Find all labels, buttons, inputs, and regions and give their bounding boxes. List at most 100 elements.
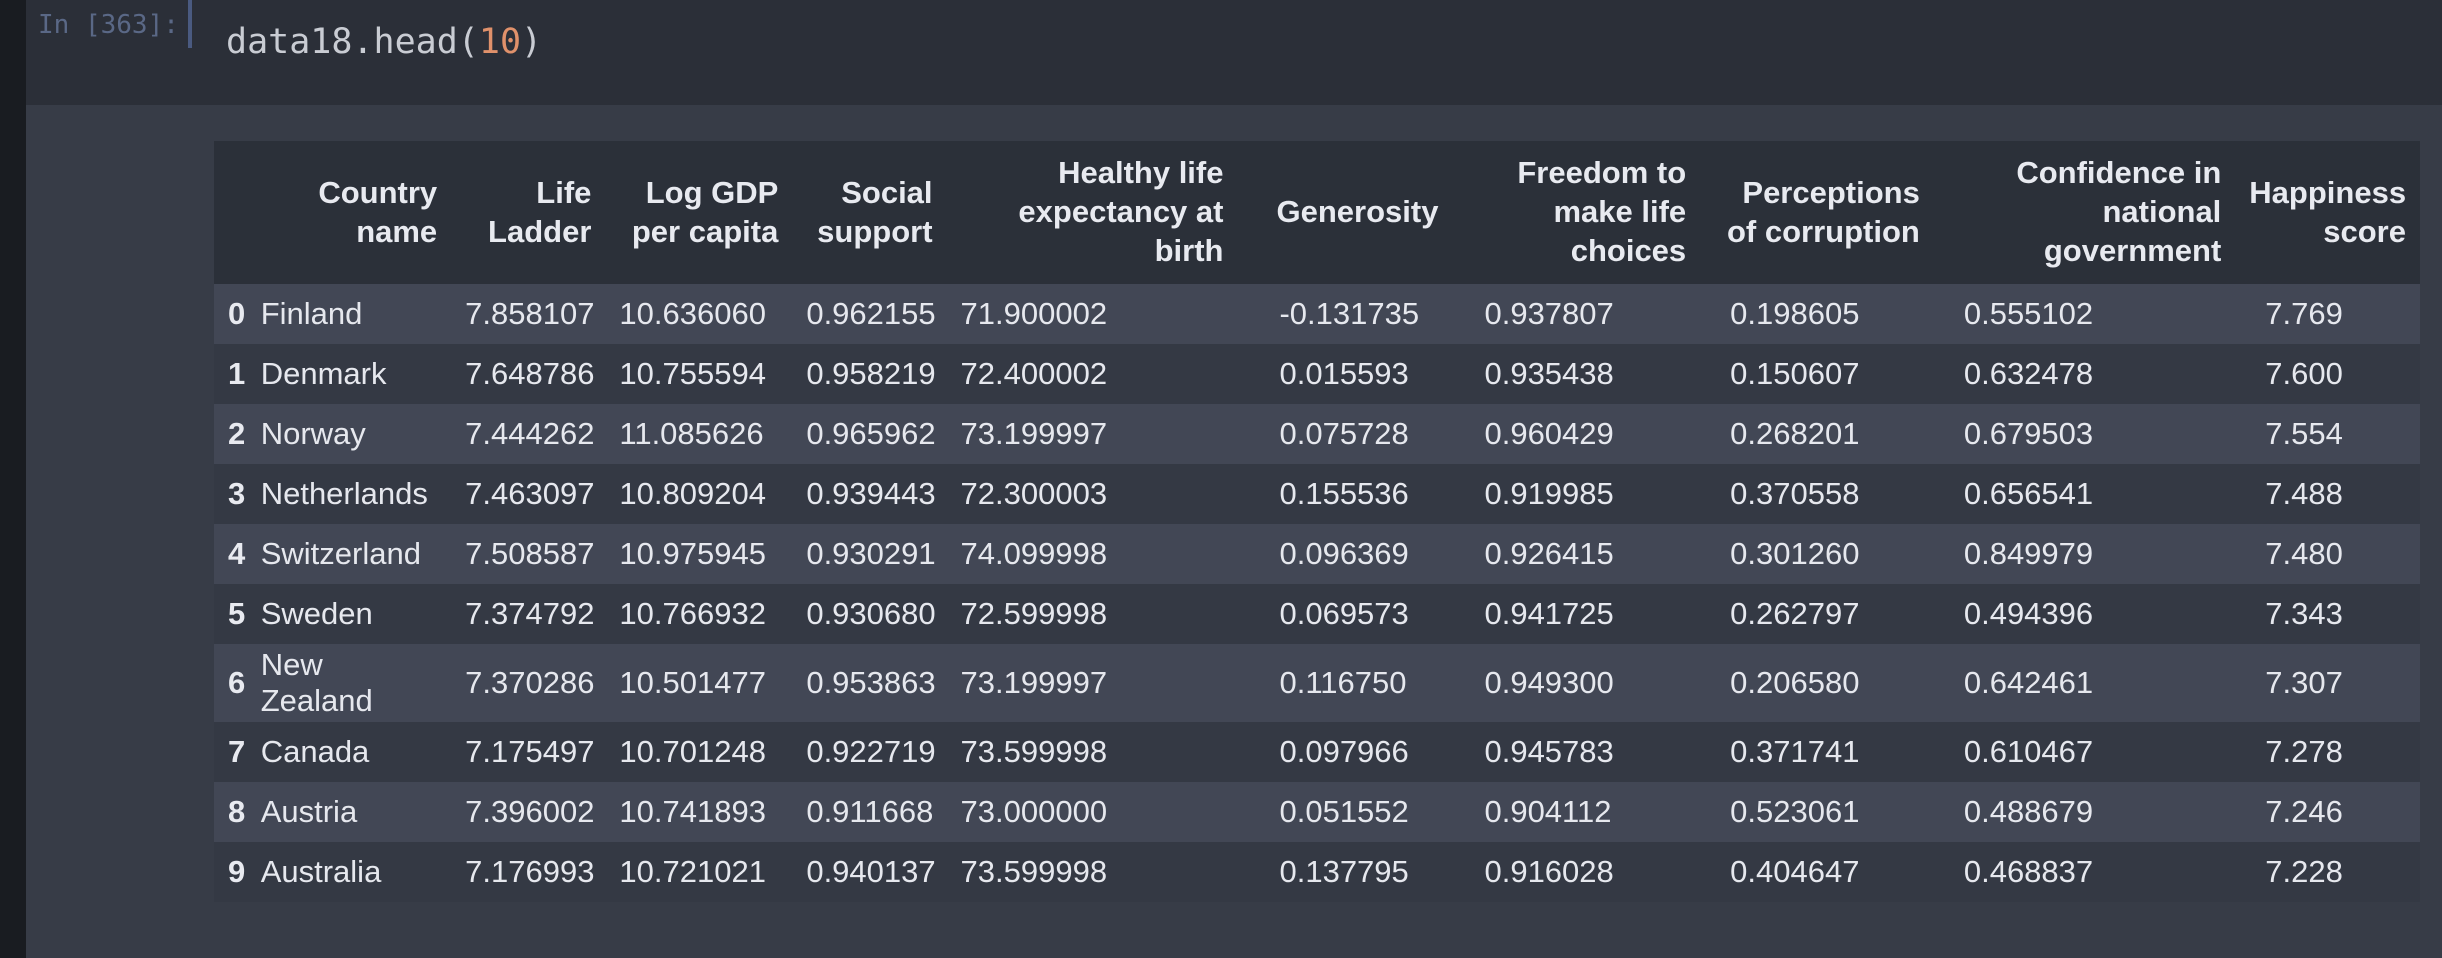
cell-happiness: 7.278 (2265, 734, 2343, 769)
code-editor[interactable]: data18.head(10) (226, 22, 542, 62)
cell-social: 0.965962 (806, 416, 936, 451)
cell-health: 73.599998 (960, 734, 1108, 769)
cell-freedom: 0.960429 (1484, 416, 1614, 451)
cell-happiness: 7.228 (2265, 854, 2343, 889)
table-row: 7 Canada 7.175497 10.701248 0.922719 73.59999… (214, 722, 2420, 782)
column-header: Log GDP per capita (605, 141, 793, 284)
table-body: 0 Finland 7.858107 10.636060 0.962155 71.9000… (214, 284, 2420, 902)
cell-gdp: 10.636060 (619, 296, 766, 331)
row-index: 8 (228, 794, 246, 829)
cell-happiness: 7.343 (2265, 596, 2343, 631)
cell-country: Austria (260, 794, 358, 829)
cell-country: Netherlands (260, 476, 428, 511)
cell-happiness: 7.246 (2265, 794, 2343, 829)
table-row: 3 Netherlands 7.463097 10.809204 0.939443 72.… (214, 464, 2420, 524)
cell-social: 0.958219 (806, 356, 936, 391)
table-row: 5 Sweden 7.374792 10.766932 0.930680 72.59999… (214, 584, 2420, 644)
cell-ladder: 7.648786 (465, 356, 595, 391)
cell-input-area[interactable]: In [363]: data18.head(10) (26, 0, 2442, 105)
cell-corruption: 0.371741 (1730, 734, 1860, 769)
cell-gdp: 10.741893 (619, 794, 766, 829)
cell-country: Canada (260, 734, 370, 769)
cell-corruption: 0.268201 (1730, 416, 1860, 451)
column-header: Generosity (1237, 141, 1453, 284)
table-row: 0 Finland 7.858107 10.636060 0.962155 71.9000… (214, 284, 2420, 344)
cell-corruption: 0.198605 (1730, 296, 1860, 331)
header-row: Country name Life Ladder Log GDP per capit… (214, 141, 2420, 284)
cell-country: New Zealand (260, 647, 373, 718)
column-header: Confidence in national government (1933, 141, 2236, 284)
cell-prompt: In [363]: (38, 10, 179, 40)
cell-social: 0.953863 (806, 665, 936, 700)
cell-selection-bar (188, 0, 192, 48)
cell-country: Australia (260, 854, 382, 889)
cell-ladder: 7.175497 (465, 734, 595, 769)
cell-output-area: Country name Life Ladder Log GDP per capit… (26, 105, 2442, 958)
cell-gdp: 10.755594 (619, 356, 766, 391)
row-index: 3 (228, 476, 246, 511)
column-header: Life Ladder (451, 141, 606, 284)
cell-confidence: 0.656541 (1963, 476, 2094, 511)
row-index: 0 (228, 296, 246, 331)
cell-confidence: 0.679503 (1963, 416, 2094, 451)
cell-ladder: 7.508587 (465, 536, 595, 571)
cell-health: 73.000000 (960, 794, 1108, 829)
cell-social: 0.962155 (806, 296, 936, 331)
row-index: 9 (228, 854, 246, 889)
cell-freedom: 0.919985 (1484, 476, 1614, 511)
cell-corruption: 0.262797 (1730, 596, 1860, 631)
cell-corruption: 0.301260 (1730, 536, 1860, 571)
cell-happiness: 7.480 (2265, 536, 2343, 571)
cell-social: 0.939443 (806, 476, 936, 511)
column-header: Healthy life expectancy at birth (946, 141, 1238, 284)
cell-social: 0.930291 (806, 536, 936, 571)
table-row: 2 Norway 7.444262 11.085626 0.965962 73.19999… (214, 404, 2420, 464)
row-index: 6 (228, 665, 246, 700)
table-row: 4 Switzerland 7.508587 10.975945 0.930291 74.… (214, 524, 2420, 584)
cell-health: 73.199997 (960, 416, 1108, 451)
cell-freedom: 0.937807 (1484, 296, 1614, 331)
cell-country: Denmark (260, 356, 387, 391)
cell-gdp: 10.501477 (619, 665, 766, 700)
code-number-arg: 10 (478, 22, 522, 62)
column-header: Freedom to make life choices (1452, 141, 1701, 284)
row-index: 1 (228, 356, 246, 391)
table-header: Country name Life Ladder Log GDP per capit… (214, 141, 2420, 284)
column-header: Happiness score (2235, 141, 2420, 284)
column-header: Social support (792, 141, 947, 284)
cell-ladder: 7.370286 (465, 665, 595, 700)
cell-corruption: 0.150607 (1730, 356, 1860, 391)
cell-health: 73.599998 (960, 854, 1108, 889)
cell-freedom: 0.949300 (1484, 665, 1614, 700)
cell-generosity: 0.051552 (1279, 794, 1409, 829)
cell-confidence: 0.610467 (1963, 734, 2094, 769)
cell-health: 72.300003 (960, 476, 1108, 511)
column-header: Country name (246, 141, 452, 284)
row-index: 7 (228, 734, 246, 769)
cell-social: 0.922719 (806, 734, 936, 769)
cell-country: Finland (260, 296, 363, 331)
cell-confidence: 0.849979 (1963, 536, 2094, 571)
cell-ladder: 7.463097 (465, 476, 595, 511)
cell-country: Norway (260, 416, 366, 451)
table-row: 6 New Zealand 7.370286 10.501477 0.953863 73.… (214, 644, 2420, 722)
table-row: 1 Denmark 7.648786 10.755594 0.958219 72.4000… (214, 344, 2420, 404)
code-text-end: ) (521, 22, 543, 62)
cell-happiness: 7.600 (2265, 356, 2343, 391)
cell-generosity: 0.069573 (1279, 596, 1409, 631)
cell-generosity: 0.075728 (1279, 416, 1409, 451)
cell-ladder: 7.858107 (465, 296, 595, 331)
cell-ladder: 7.176993 (465, 854, 595, 889)
row-index: 4 (228, 536, 246, 571)
row-index: 2 (228, 416, 246, 451)
cell-health: 71.900002 (960, 296, 1108, 331)
cell-freedom: 0.941725 (1484, 596, 1614, 631)
cell-gdp: 10.701248 (619, 734, 766, 769)
notebook-cell[interactable]: In [363]: data18.head(10) Country name Li… (26, 0, 2442, 958)
cell-health: 74.099998 (960, 536, 1108, 571)
cell-health: 72.400002 (960, 356, 1108, 391)
cell-country: Switzerland (260, 536, 421, 571)
cell-confidence: 0.642461 (1963, 665, 2094, 700)
cell-corruption: 0.404647 (1730, 854, 1860, 889)
